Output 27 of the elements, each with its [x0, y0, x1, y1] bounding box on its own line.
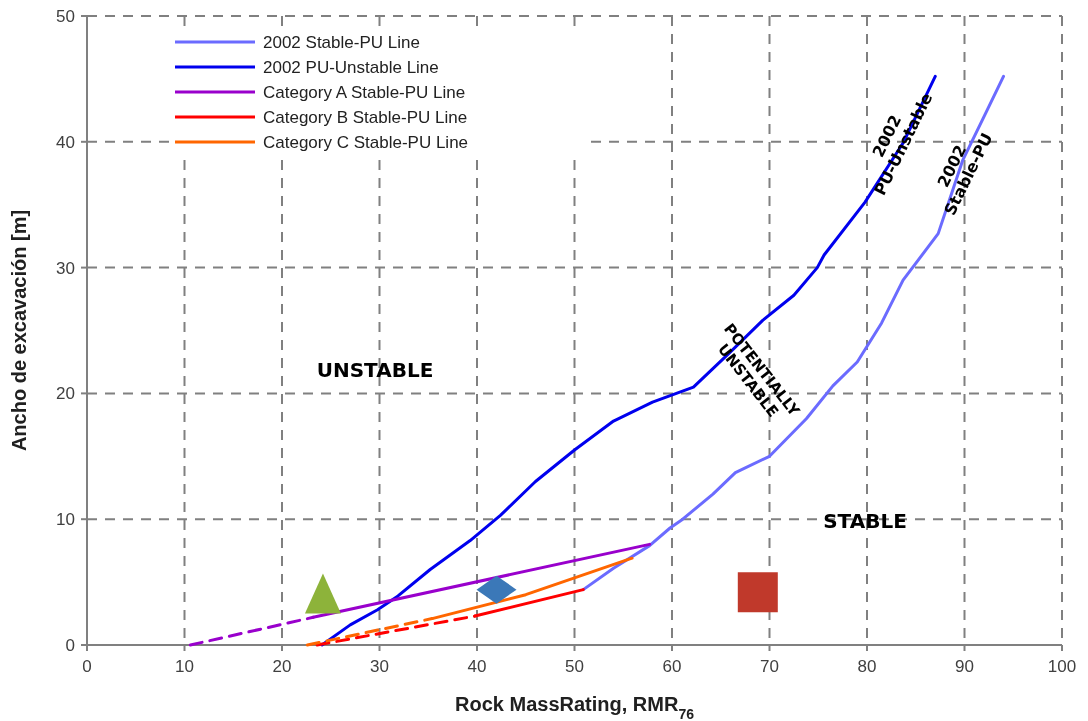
- y-tick-label: 20: [56, 384, 75, 404]
- legend-label: 2002 Stable-PU Line: [263, 33, 420, 52]
- x-tick-label: 90: [955, 657, 974, 676]
- y-tick-label: 30: [56, 258, 75, 278]
- line-series: [581, 74, 1005, 592]
- x-axis-title: Rock MassRating, RMR$_{76}$: [455, 693, 695, 721]
- x-tick-label: 70: [760, 657, 779, 676]
- legend-label: 2002 PU-Unstable Line: [263, 58, 439, 77]
- x-tick-label: 50: [565, 657, 584, 676]
- y-axis-title: Ancho de excavación [m]: [8, 209, 30, 452]
- x-tick-label: 100: [1047, 657, 1077, 676]
- legend-label: Category A Stable-PU Line: [263, 83, 466, 102]
- x-tick-label: 40: [467, 657, 487, 676]
- y-tick-label: 50: [56, 7, 75, 26]
- annotation: STABLE: [823, 509, 907, 533]
- y-tick-label: 40: [56, 132, 75, 152]
- x-tick-label: 0: [82, 657, 92, 676]
- x-tick-label: 20: [272, 657, 292, 676]
- x-tick-label: 10: [175, 657, 194, 676]
- x-tick-label: 30: [370, 657, 389, 676]
- annotation: UNSTABLE: [316, 358, 434, 382]
- y-tick-label: 0: [65, 636, 75, 655]
- legend-label: Category B Stable-PU Line: [263, 108, 468, 127]
- x-tick-label: 80: [857, 657, 877, 676]
- legend-label: Category C Stable-PU Line: [263, 133, 469, 152]
- x-tick-label: 60: [662, 657, 682, 676]
- y-tick-label: 10: [56, 510, 75, 530]
